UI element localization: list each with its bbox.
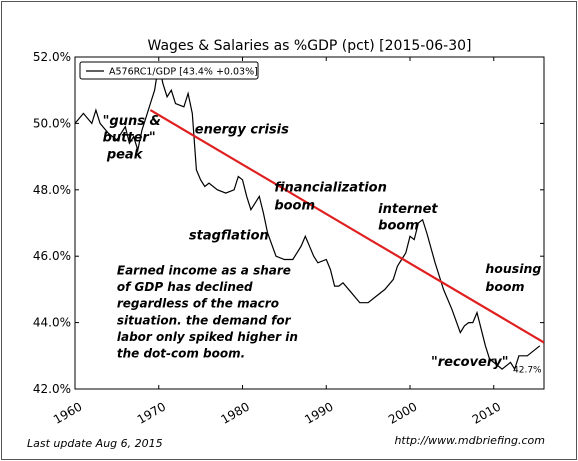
y-tick-label: 48.0% — [33, 183, 71, 197]
source-url-label: http://www.mdbriefing.com — [394, 434, 545, 447]
annotation-label: the dot-com boom. — [117, 346, 245, 360]
annotation-label: stagflation — [189, 229, 269, 244]
y-tick-label: 50.0% — [33, 116, 71, 130]
annotation-label: situation. the demand for — [117, 313, 292, 327]
annotation-label: "recovery" — [431, 355, 509, 370]
x-tick-label: 1960 — [51, 399, 84, 426]
x-tick-label: 1970 — [135, 399, 168, 426]
y-tick-label: 52.0% — [33, 50, 71, 64]
y-tick-label: 42.0% — [33, 382, 71, 396]
last-update-label: Last update Aug 6, 2015 — [27, 437, 163, 450]
x-tick-label: 1980 — [219, 399, 252, 426]
annotation-label: Earned income as a share — [117, 263, 291, 277]
annotation-label: boom — [378, 219, 419, 234]
chart-title: Wages & Salaries as %GDP (pct) [2015-06-… — [148, 38, 472, 54]
annotation-label: peak — [106, 147, 144, 162]
legend-entry: A576RC1/GDP [43.4% +0.03%] — [109, 67, 258, 78]
series-line-wages — [75, 63, 541, 371]
y-tick-label: 44.0% — [33, 316, 71, 330]
blank-label-patch — [445, 214, 504, 253]
last-value-label: 42.7% — [513, 365, 542, 375]
annotation-label: energy crisis — [195, 122, 289, 137]
y-tick-label: 46.0% — [33, 249, 71, 263]
annotation-label: financialization — [274, 180, 387, 195]
annotation-label: of GDP has declined — [117, 280, 253, 294]
annotation-label: boom — [485, 279, 524, 294]
x-tick-label: 1990 — [302, 399, 335, 426]
x-tick-label: 2000 — [386, 399, 419, 426]
annotation-label: regardless of the macro — [117, 297, 279, 311]
trend-line — [149, 109, 544, 344]
annotation-label: boom — [274, 199, 315, 214]
annotation-label: butter" — [103, 131, 156, 146]
annotation-label: internet — [378, 202, 438, 217]
x-tick-label: 2010 — [470, 399, 503, 426]
legend-box — [79, 61, 259, 80]
annotation-label: housing — [485, 261, 541, 276]
annotation-label: labor only spiked higher in — [117, 330, 298, 344]
annotation-label: "guns & — [103, 114, 161, 129]
